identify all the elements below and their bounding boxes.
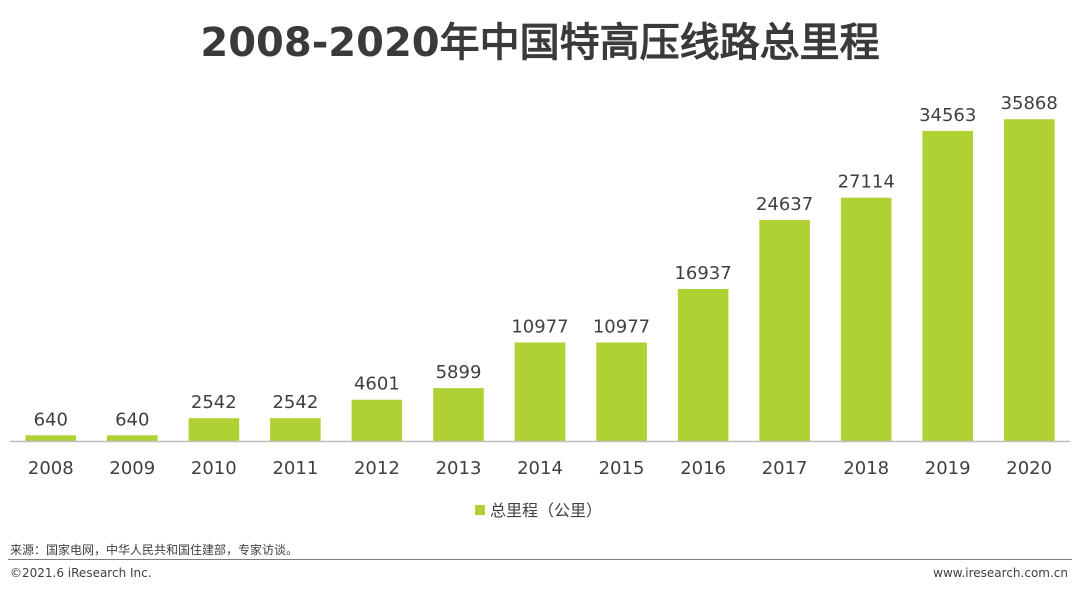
legend-label: 总里程（公里） xyxy=(490,501,602,520)
x-tick-2017: 2017 xyxy=(762,458,808,479)
bar-2010 xyxy=(188,418,240,441)
x-tick-2010: 2010 xyxy=(191,458,237,479)
copyright-text: ©2021.6 iResearch Inc. xyxy=(10,566,152,580)
data-label-2019: 34563 xyxy=(919,105,976,126)
x-tick-2020: 2020 xyxy=(1006,458,1052,479)
x-tick-2008: 2008 xyxy=(28,458,74,479)
legend: 总里程（公里） xyxy=(475,501,602,520)
bar-2018 xyxy=(840,197,892,441)
source-note: 来源：国家电网，中华人民共和国住建部，专家访谈。 xyxy=(10,543,299,557)
data-label-2017: 24637 xyxy=(756,194,813,215)
data-label-2011: 2542 xyxy=(272,392,318,413)
x-tick-2016: 2016 xyxy=(680,458,726,479)
x-tick-labels-layer: 2008 2009 2010 2011 2012 2013 2014 2015 2016 2017… xyxy=(28,458,1052,479)
bar-2008 xyxy=(25,435,77,441)
x-tick-2019: 2019 xyxy=(925,458,971,479)
footer-divider xyxy=(8,559,1072,560)
x-tick-2018: 2018 xyxy=(843,458,889,479)
data-label-2015: 10977 xyxy=(593,317,650,338)
x-tick-2011: 2011 xyxy=(272,458,318,479)
bars-layer xyxy=(25,119,1055,441)
data-label-2020: 35868 xyxy=(1001,93,1058,114)
x-tick-2009: 2009 xyxy=(109,458,155,479)
bar-2014 xyxy=(514,342,566,441)
x-tick-2015: 2015 xyxy=(599,458,645,479)
chart-title: 2008-2020年中国特高压线路总里程 xyxy=(200,20,880,66)
x-tick-2014: 2014 xyxy=(517,458,563,479)
bar-2017 xyxy=(759,220,810,441)
bar-2009 xyxy=(107,435,158,441)
bar-2016 xyxy=(677,289,729,441)
bar-2015 xyxy=(596,342,647,441)
data-label-2012: 4601 xyxy=(354,374,400,395)
bar-2011 xyxy=(270,418,321,441)
bar-2020 xyxy=(1004,119,1055,441)
data-labels-layer: 640 640 2542 2542 4601 5899 10977 10977 16937 246… xyxy=(34,93,1058,430)
website-link[interactable]: www.iresearch.com.cn xyxy=(933,566,1068,580)
x-tick-2012: 2012 xyxy=(354,458,400,479)
data-label-2010: 2542 xyxy=(191,392,237,413)
x-tick-2013: 2013 xyxy=(436,458,482,479)
legend-swatch xyxy=(475,505,485,515)
bar-2019 xyxy=(922,130,973,441)
data-label-2018: 27114 xyxy=(838,172,895,193)
bar-2013 xyxy=(433,388,484,441)
data-label-2013: 5899 xyxy=(436,362,482,383)
data-label-2009: 640 xyxy=(115,409,149,430)
data-label-2016: 16937 xyxy=(674,263,731,284)
bar-2012 xyxy=(351,399,403,441)
data-label-2014: 10977 xyxy=(511,317,568,338)
data-label-2008: 640 xyxy=(34,409,68,430)
